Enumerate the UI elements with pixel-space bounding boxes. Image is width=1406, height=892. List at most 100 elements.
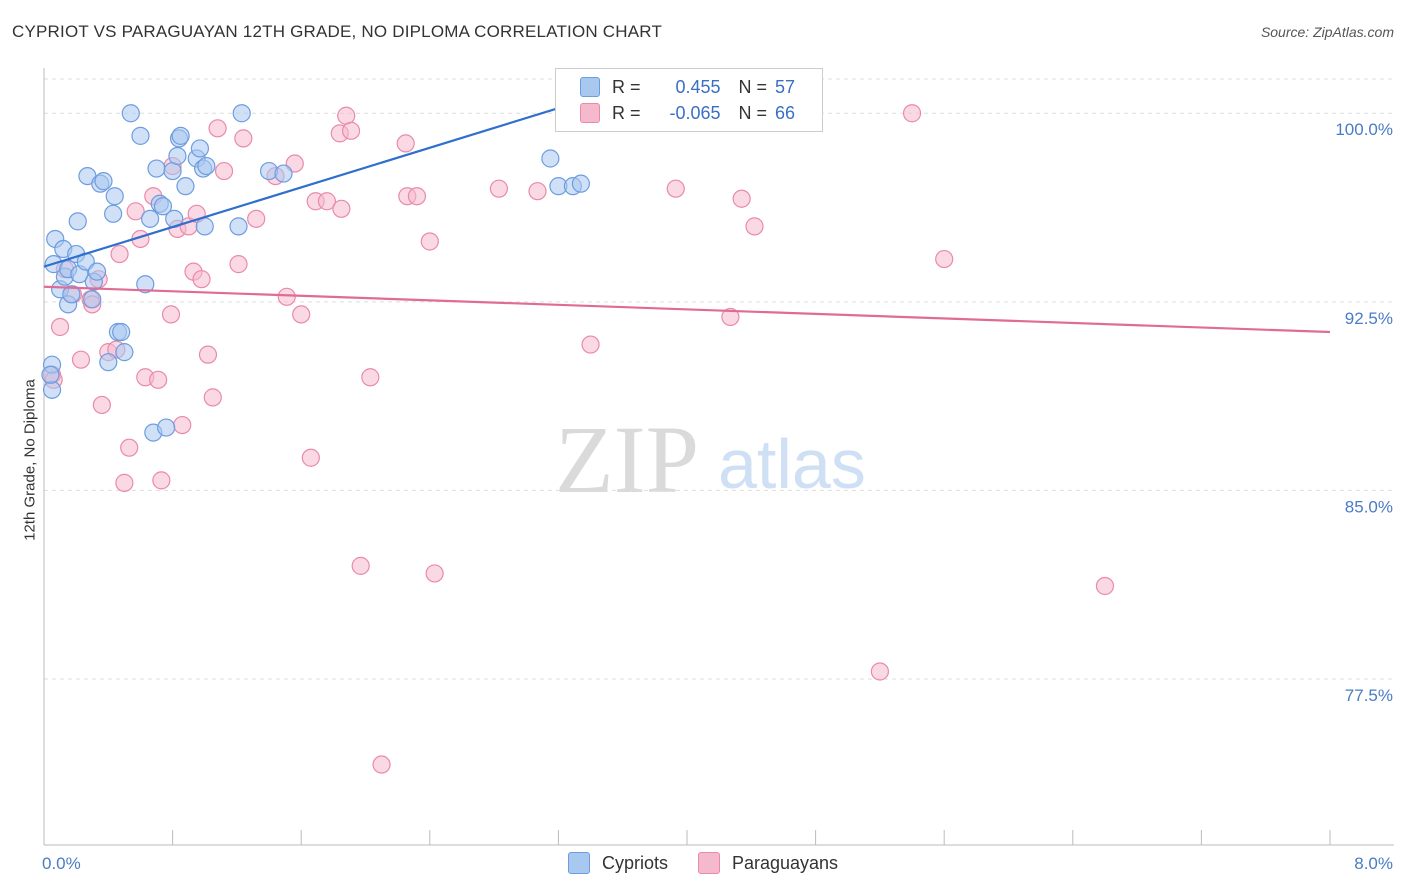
cypriot-point (190, 139, 210, 158)
paraguayan-point (332, 199, 351, 218)
paraguayan-point (902, 104, 922, 123)
paraguayans-n-label: N = (738, 102, 768, 123)
cypriot-point (274, 164, 293, 183)
paraguayan-point (115, 473, 134, 492)
y-tick-label: 77.5% (1345, 686, 1393, 705)
cypriot-point (115, 343, 134, 362)
watermark-atlas: atlas (718, 425, 866, 503)
paraguayan-point (1095, 576, 1115, 596)
cypriot-point (195, 217, 214, 236)
paraguayans-n-value: 66 (775, 102, 796, 123)
cypriots-r-value: 0.455 (675, 76, 721, 97)
paraguayan-point (528, 182, 547, 201)
cypriot-point (42, 380, 62, 399)
paraguayan-point (120, 438, 139, 457)
paraguayan-point (666, 179, 685, 198)
cypriot-point (112, 322, 131, 342)
y-tick-label: 100.0% (1335, 120, 1393, 139)
source-label: Source: ZipAtlas.com (1260, 24, 1394, 40)
y-tick-labels: 100.0% 92.5% 85.0% 77.5% (1335, 120, 1393, 705)
paraguayan-point (234, 129, 253, 148)
cypriot-point (105, 187, 124, 206)
paraguayan-point (407, 187, 427, 206)
paraguayans-trend-line (43, 285, 1331, 334)
paraguayan-point (732, 189, 751, 208)
cypriot-point (197, 156, 216, 176)
legend-row-paraguayans: R = -0.065 N = 66 (580, 101, 795, 125)
paraguayan-point (396, 134, 415, 153)
paraguayan-point (425, 564, 444, 583)
chart-title: CYPRIOT VS PARAGUAYAN 12TH GRADE, NO DIP… (12, 22, 663, 41)
paraguayan-point (351, 556, 370, 575)
paraguayan-point (341, 121, 361, 140)
paraguayan-point (581, 335, 600, 354)
paraguayan-point (173, 415, 192, 435)
cypriots-n-label: N = (738, 76, 768, 97)
paraguayan-point (935, 249, 954, 269)
legend-row-cypriots: R = 0.455 N = 57 (580, 75, 795, 99)
paraguayan-point (361, 368, 380, 387)
paraguayan-point (301, 448, 320, 467)
cypriots-trend-line (43, 102, 575, 268)
cypriot-point (131, 126, 150, 145)
cypriot-point (94, 172, 113, 191)
cypriot-point (168, 146, 187, 166)
watermark: ZIP atlas (555, 406, 866, 513)
watermark-zip: ZIP (555, 406, 699, 513)
paraguayan-point (721, 307, 740, 327)
legend-item-paraguayans[interactable]: Paraguayans (697, 852, 838, 874)
series-legend: Cypriots Paraguayans (0, 852, 1406, 874)
paraguayan-point (126, 202, 145, 221)
grid-lines (44, 78, 1394, 680)
cypriots-points (41, 104, 591, 442)
paraguayans-legend-swatch (697, 852, 720, 874)
cypriot-point (541, 149, 560, 168)
paraguayan-point (489, 179, 509, 198)
paraguayan-point (870, 662, 890, 681)
cypriot-point (147, 159, 166, 178)
cypriots-swatch (580, 77, 600, 97)
x-tick-labels: 0.0% 8.0% (42, 854, 1393, 873)
cypriot-point (153, 197, 173, 216)
cypriots-r-label: R = (612, 76, 641, 97)
paraguayan-point (214, 161, 234, 181)
paraguayans-r-value: -0.065 (669, 102, 721, 123)
cypriot-point (157, 418, 176, 437)
legend-item-cypriots[interactable]: Cypriots (567, 852, 668, 874)
stats-legend: R = 0.455 N = 57 R = -0.065 N = 66 (555, 68, 823, 132)
cypriots-n-value: 57 (775, 76, 796, 97)
cypriot-point (229, 217, 248, 236)
paraguayan-point (317, 192, 337, 211)
paraguayan-point (229, 255, 248, 274)
cypriot-point (140, 209, 160, 228)
paraguayan-point (337, 106, 356, 125)
cypriot-point (232, 104, 251, 123)
cypriot-point (176, 177, 195, 196)
paraguayan-point (277, 287, 296, 306)
paraguayan-point (372, 755, 391, 774)
paraguayan-point (208, 119, 227, 138)
cypriot-point (83, 290, 102, 309)
paraguayan-point (745, 217, 764, 236)
cypriot-point (171, 126, 190, 145)
cypriot-point (136, 275, 155, 294)
paraguayan-point (92, 395, 111, 415)
paraguayan-point (152, 471, 171, 490)
x-tick-label: 8.0% (1354, 854, 1393, 873)
cypriot-point (99, 353, 118, 372)
paraguayan-point (50, 317, 70, 337)
cypriot-point (87, 262, 107, 281)
paraguayan-point (149, 370, 168, 389)
y-tick-label: 85.0% (1345, 497, 1393, 516)
cypriot-point (62, 285, 81, 304)
cypriot-point (571, 174, 591, 193)
cypriot-point (121, 104, 140, 123)
paraguayan-point (198, 345, 218, 364)
paraguayan-point (247, 209, 266, 228)
cypriot-point (163, 161, 182, 181)
paraguayan-point (161, 305, 181, 324)
paraguayan-point (420, 232, 439, 251)
paraguayan-point (192, 270, 211, 289)
cypriot-point (104, 204, 123, 223)
